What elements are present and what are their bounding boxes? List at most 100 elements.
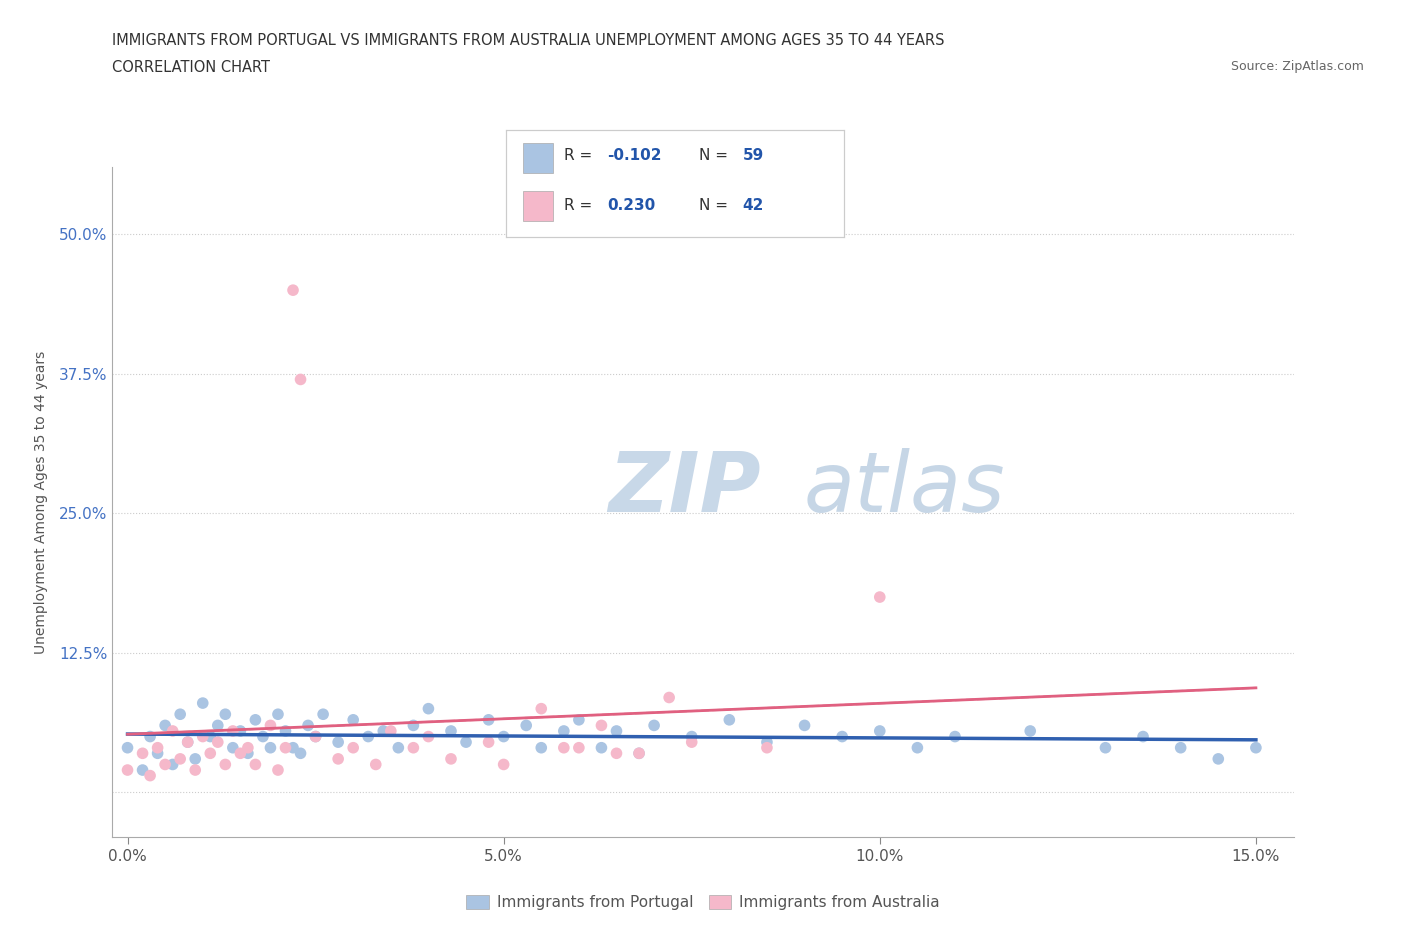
Point [478,735,501,750]
Point [568,740,591,755]
Point [1244,740,1267,755]
Point [281,283,304,298]
Point [364,757,387,772]
Point [184,763,207,777]
Point [342,712,364,727]
Point [146,746,169,761]
Point [117,740,139,755]
Point [373,724,395,738]
Point [259,718,281,733]
Point [454,735,477,750]
Point [553,740,575,755]
Point [328,751,350,766]
Text: R =: R = [564,149,596,164]
Point [718,712,741,727]
Point [658,690,681,705]
Point [153,718,176,733]
Point [169,751,191,766]
Point [229,746,252,761]
Point [591,718,613,733]
Point [245,757,267,772]
Point [274,740,297,755]
Point [440,724,463,738]
Point [153,757,176,772]
Point [229,724,252,738]
Point [297,718,319,733]
Point [905,740,928,755]
Point [681,729,703,744]
Point [312,707,335,722]
Text: R =: R = [564,197,596,213]
Point [177,735,200,750]
Point [236,740,259,755]
Point [492,729,515,744]
Point [117,763,139,777]
Point [1019,724,1042,738]
Legend: Immigrants from Portugal, Immigrants from Australia: Immigrants from Portugal, Immigrants fro… [460,889,946,916]
Point [252,729,274,744]
Point [200,746,222,761]
Point [478,712,501,727]
Point [184,751,207,766]
Point [402,718,425,733]
Point [605,724,627,738]
Text: atlas: atlas [803,448,1005,529]
Point [515,718,537,733]
Point [290,746,312,761]
Point [440,751,463,766]
Point [943,729,966,744]
Point [214,707,236,722]
Point [869,590,891,604]
Point [131,746,153,761]
Point [568,712,591,727]
Point [177,735,200,750]
Point [245,712,267,727]
Point [139,768,162,783]
Point [281,740,304,755]
Text: -0.102: -0.102 [607,149,662,164]
Point [628,746,651,761]
Point [290,372,312,387]
Point [869,724,891,738]
Point [755,740,778,755]
Text: Source: ZipAtlas.com: Source: ZipAtlas.com [1230,60,1364,73]
Text: 0.230: 0.230 [607,197,655,213]
Point [755,735,778,750]
Point [418,701,440,716]
Point [222,740,245,755]
Point [387,740,409,755]
FancyBboxPatch shape [523,192,554,221]
Point [131,763,153,777]
Text: IMMIGRANTS FROM PORTUGAL VS IMMIGRANTS FROM AUSTRALIA UNEMPLOYMENT AMONG AGES 35: IMMIGRANTS FROM PORTUGAL VS IMMIGRANTS F… [112,33,945,47]
Point [342,740,364,755]
Point [380,724,402,738]
Point [793,718,815,733]
Point [492,757,515,772]
Point [236,746,259,761]
Text: 42: 42 [742,197,763,213]
Point [1206,751,1229,766]
Point [605,746,627,761]
Point [214,757,236,772]
Point [207,735,229,750]
Point [304,729,326,744]
Point [267,707,290,722]
Text: ZIP: ZIP [609,448,761,529]
Point [591,740,613,755]
Point [1170,740,1192,755]
Text: 59: 59 [742,149,763,164]
Point [274,724,297,738]
Point [831,729,853,744]
FancyBboxPatch shape [523,143,554,173]
Point [162,724,184,738]
Point [402,740,425,755]
Point [207,718,229,733]
Point [643,718,665,733]
Point [530,701,553,716]
Point [169,707,191,722]
Point [681,735,703,750]
Point [162,757,184,772]
Y-axis label: Unemployment Among Ages 35 to 44 years: Unemployment Among Ages 35 to 44 years [34,351,48,654]
Point [146,740,169,755]
Point [357,729,380,744]
